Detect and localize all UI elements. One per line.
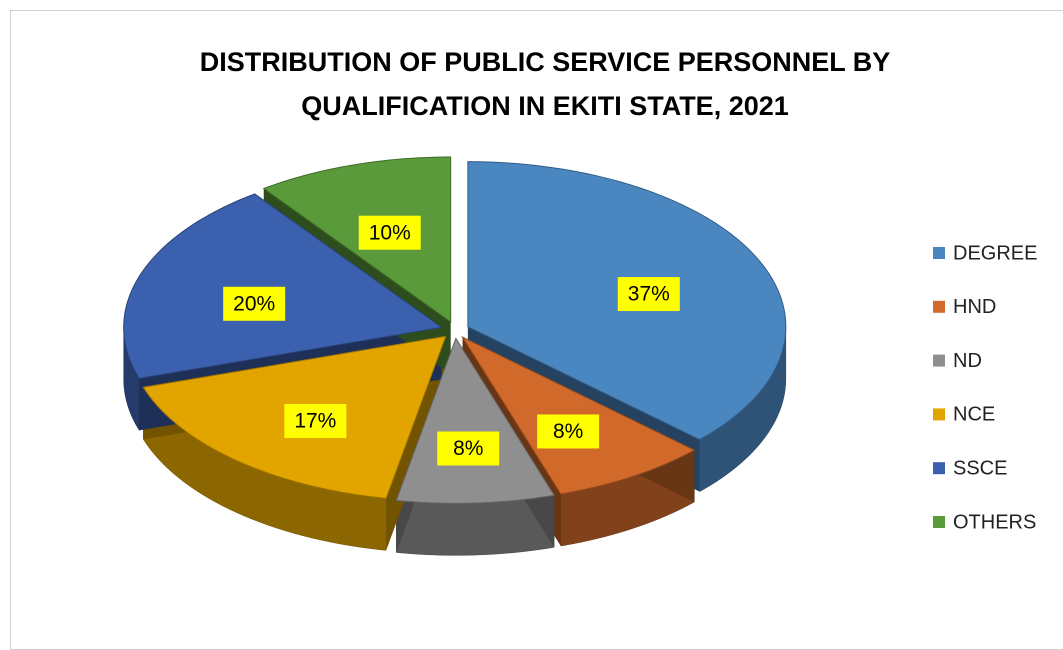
- slice: [395, 337, 555, 504]
- slice: [123, 193, 443, 379]
- data-label: 17%: [294, 410, 336, 433]
- data-label-bg: [284, 404, 347, 439]
- legend-swatch: [933, 354, 945, 367]
- legend-swatch: [933, 516, 945, 528]
- chart-title: DISTRIBUTION OF PUBLIC SERVICE PERSONNEL…: [199, 47, 891, 121]
- legend-swatch: [933, 300, 945, 313]
- legend-swatch: [933, 408, 945, 421]
- data-label-bg: [537, 414, 600, 449]
- legend-label: HND: [953, 296, 996, 318]
- data-label: 10%: [369, 221, 411, 244]
- data-label: 8%: [453, 437, 483, 460]
- legend-label: DEGREE: [953, 242, 1037, 264]
- data-label: 8%: [553, 420, 583, 443]
- legend-swatch: [933, 462, 945, 475]
- legend-label: OTHERS: [953, 511, 1036, 533]
- legend-label: NCE: [953, 404, 995, 426]
- slice: [262, 156, 452, 323]
- legend-label: ND: [953, 350, 982, 372]
- data-label-bg: [223, 286, 286, 321]
- data-label: 20%: [233, 292, 275, 315]
- data-label-bg: [617, 277, 680, 312]
- legend-label: SSCE: [953, 457, 1007, 479]
- data-label: 37%: [628, 283, 670, 306]
- data-label-bg: [358, 215, 421, 250]
- data-label-bg: [437, 431, 500, 466]
- legend-swatch: [933, 247, 945, 259]
